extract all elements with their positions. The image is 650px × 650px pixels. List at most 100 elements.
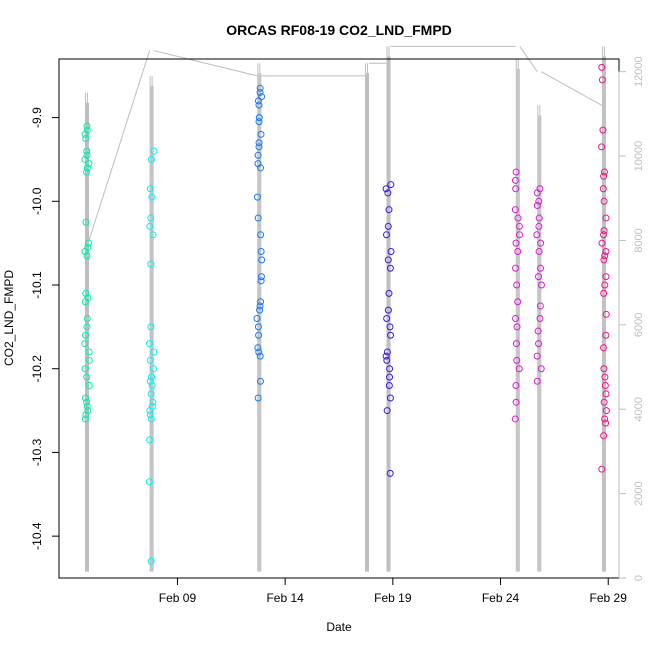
data-point: [387, 331, 395, 339]
y-tick-label: -10.3: [30, 438, 44, 466]
data-point: [536, 315, 544, 322]
data-point: [382, 231, 390, 239]
data-point: [383, 348, 391, 356]
data-point: [598, 143, 606, 151]
data-point: [257, 273, 265, 281]
y2-tick-label: 12000: [633, 56, 645, 87]
data-point: [145, 478, 153, 486]
data-point: [598, 239, 606, 247]
data-point: [81, 331, 89, 339]
data-point: [515, 231, 523, 239]
data-point: [83, 373, 91, 381]
data-point: [515, 222, 523, 230]
data-point: [254, 151, 262, 159]
data-point: [513, 356, 521, 364]
data-point: [257, 277, 265, 285]
data-point: [257, 248, 265, 256]
data-point: [81, 248, 89, 256]
data-point: [382, 185, 390, 193]
data-point: [83, 315, 91, 322]
data-point: [511, 176, 519, 184]
data-point: [512, 315, 520, 322]
data-point: [146, 436, 154, 444]
data-point: [150, 147, 158, 155]
ferry-line: [88, 50, 151, 241]
data-point: [536, 302, 544, 310]
data-point: [82, 135, 90, 143]
data-point: [255, 143, 263, 151]
data-point: [602, 214, 610, 222]
data-point: [600, 231, 608, 239]
data-point: [256, 306, 264, 314]
data-point: [81, 298, 89, 306]
y-tick-label: -9.9: [30, 107, 44, 128]
data-point: [384, 189, 392, 197]
data-point: [600, 197, 608, 205]
data-point: [150, 365, 158, 373]
data-point: [83, 168, 91, 176]
data-point: [258, 256, 266, 264]
data-point: [385, 289, 393, 297]
data-point: [81, 415, 89, 423]
x-tick-label: Feb 19: [374, 591, 412, 605]
data-point: [386, 469, 394, 477]
data-point: [254, 97, 262, 105]
data-point: [81, 365, 89, 373]
data-point: [383, 315, 391, 322]
data-point: [533, 377, 541, 385]
data-point: [83, 402, 91, 410]
data-point: [256, 84, 264, 92]
data-point: [256, 302, 264, 310]
data-point: [512, 398, 520, 406]
data-point: [83, 323, 91, 331]
data-point: [148, 193, 156, 201]
data-point: [602, 273, 610, 281]
y2-tick-label: 2000: [633, 481, 645, 505]
data-point: [602, 419, 610, 427]
data-point: [537, 239, 545, 247]
y-tick-label: -10.1: [30, 271, 44, 299]
y2-tick-label: 4000: [633, 397, 645, 421]
data-point: [255, 114, 263, 122]
data-point: [383, 356, 391, 364]
data-point: [386, 373, 394, 381]
data-point: [83, 398, 91, 406]
data-point: [83, 164, 91, 172]
data-point: [602, 407, 610, 415]
data-point: [83, 151, 91, 159]
data-point: [254, 394, 262, 402]
axes-layer: -9.9 -10.0 -10.1 -10.2 -10.3 -10.4 Feb 09 Feb 1…: [30, 56, 645, 605]
data-point: [537, 365, 545, 373]
data-point: [537, 264, 545, 272]
data-point: [147, 557, 155, 565]
y-tick-label: -10.2: [30, 355, 44, 383]
data-point: [255, 139, 263, 147]
data-point: [535, 222, 543, 230]
data-point: [513, 281, 521, 289]
data-point: [598, 76, 606, 84]
data-point: [598, 63, 606, 71]
data-point: [146, 411, 154, 419]
data-point: [257, 298, 265, 306]
data-point: [600, 289, 608, 297]
data-point: [253, 315, 261, 322]
data-point: [385, 206, 393, 214]
data-point: [81, 340, 89, 348]
data-point: [387, 248, 395, 256]
data-point: [383, 407, 391, 415]
data-point: [146, 185, 154, 193]
x-tick-label: Feb 29: [590, 591, 628, 605]
y2-tick-label: 0: [633, 575, 645, 581]
data-point: [533, 201, 541, 209]
data-point: [147, 214, 155, 222]
data-point: [81, 155, 89, 163]
data-point: [148, 381, 156, 389]
data-point: [149, 398, 157, 406]
data-point: [511, 415, 519, 423]
data-point: [257, 164, 265, 172]
data-point: [600, 398, 608, 406]
altitude-trace-layer: [85, 45, 606, 572]
data-point: [534, 327, 542, 335]
